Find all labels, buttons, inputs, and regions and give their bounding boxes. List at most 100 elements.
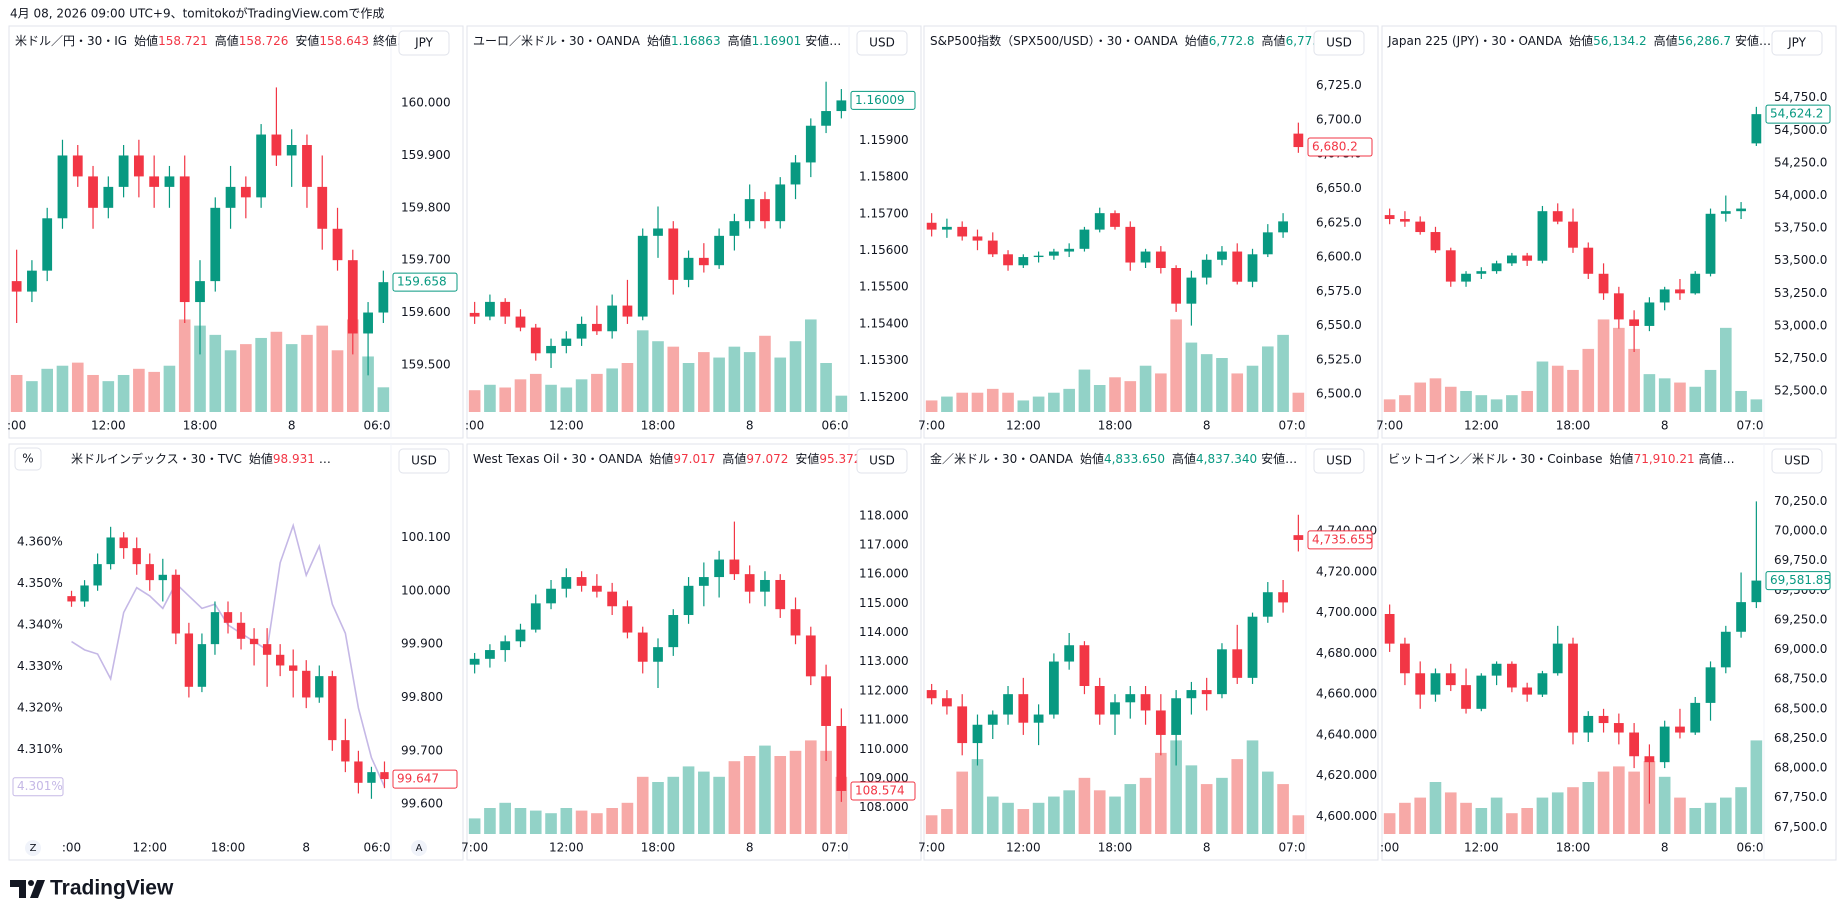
- candle-body: [1690, 702, 1701, 733]
- x-tick-label: 12:00: [1464, 841, 1499, 855]
- volume-bar: [331, 350, 344, 412]
- candle-body: [469, 658, 480, 665]
- currency-button[interactable]: [1313, 30, 1365, 56]
- candle-body: [1048, 251, 1059, 256]
- volume-bar: [621, 802, 634, 834]
- candle-body: [1568, 221, 1578, 248]
- volume-bar: [1063, 790, 1075, 834]
- volume-bar: [346, 319, 359, 412]
- chart-panel: 7:00 12:00 18:00 8 07:0108.000109.000110.000…: [461, 443, 922, 861]
- candle-body: [1629, 319, 1640, 326]
- candle-body: [1003, 694, 1013, 715]
- volume-bar: [1460, 802, 1472, 834]
- candle-body: [289, 665, 298, 671]
- y-tick-label: 67,750.0: [1774, 790, 1827, 804]
- candle-body: [210, 207, 221, 282]
- chart-panel: 7:00 12:00 18:00 8 07:0 52,500.0 52,750.0 53,00…: [1376, 25, 1837, 439]
- y-tick-label: 53,750.0: [1774, 221, 1827, 235]
- currency-label[interactable]: JPY: [414, 36, 434, 50]
- stat-value: 71,910.21: [1634, 452, 1695, 466]
- currency-label[interactable]: USD: [1326, 454, 1352, 468]
- candle-body: [1079, 645, 1090, 687]
- y-tick-label: 54,500.0: [1774, 123, 1827, 137]
- scale-button-label[interactable]: A: [416, 843, 423, 854]
- candle-body: [836, 725, 847, 791]
- candle-body: [1659, 289, 1670, 303]
- volume-bar: [682, 766, 695, 834]
- candle-body: [1430, 232, 1441, 251]
- volume-bar: [1735, 787, 1747, 834]
- candle-body: [1033, 714, 1044, 723]
- volume-bar: [1032, 802, 1045, 834]
- candle-body: [249, 638, 259, 645]
- x-tick-label: 07:0: [822, 841, 849, 855]
- candle-body: [515, 629, 526, 642]
- scale-button[interactable]: [411, 840, 427, 856]
- brand-name[interactable]: TradingView: [50, 877, 174, 900]
- currency-label[interactable]: USD: [1784, 454, 1810, 468]
- currency-button[interactable]: [1313, 448, 1365, 474]
- unit-button[interactable]: [14, 447, 42, 471]
- currency-button[interactable]: [856, 448, 908, 474]
- candle-body: [760, 579, 770, 592]
- currency-label[interactable]: JPY: [1787, 36, 1807, 50]
- candle-body: [1568, 643, 1578, 733]
- volume-bar: [1216, 777, 1228, 834]
- volume-bar: [1155, 373, 1167, 412]
- candle-body: [668, 615, 679, 648]
- volume-bar: [1032, 396, 1045, 412]
- currency-button[interactable]: [1771, 30, 1823, 56]
- currency-label[interactable]: USD: [411, 454, 437, 468]
- volume-bar: [1643, 374, 1656, 412]
- stat-label: 始値: [134, 33, 158, 48]
- price-tag-label: 4,735.655: [1312, 532, 1373, 546]
- y-tick-label: 100.100: [401, 530, 451, 544]
- chart-panel: :00 12:00 18:00 8 06:0 1.15200 1.15300 1.15400 1…: [465, 25, 922, 439]
- candle-body: [1461, 273, 1471, 282]
- volume-bar: [652, 341, 664, 412]
- volume-bar: [1750, 740, 1763, 834]
- legend-more: 高値…: [1699, 451, 1735, 466]
- currency-button[interactable]: [398, 30, 450, 56]
- currency-button[interactable]: [856, 30, 908, 56]
- currency-button[interactable]: [1771, 448, 1823, 474]
- candle-body: [591, 323, 602, 332]
- scale-button[interactable]: [25, 840, 41, 856]
- volume-bar: [1429, 378, 1442, 412]
- x-tick-label: 7:00: [1376, 419, 1403, 433]
- unit-button-label[interactable]: %: [22, 452, 33, 466]
- stat-label: 高値: [215, 33, 239, 48]
- volume-bar: [591, 813, 603, 834]
- candle-body: [1201, 259, 1212, 278]
- volume-bar: [1399, 802, 1411, 834]
- currency-label[interactable]: USD: [869, 454, 895, 468]
- stat-label: 始値: [649, 451, 673, 466]
- currency-label[interactable]: USD: [869, 36, 895, 50]
- y-tick-label: 1.15600: [859, 243, 909, 257]
- currency-label[interactable]: USD: [1326, 36, 1352, 50]
- volume-bar: [698, 352, 710, 412]
- volume-bar: [1551, 792, 1564, 834]
- volume-bar: [1048, 392, 1060, 412]
- chart-legend: West Texas Oil・30・OANDA 始値97.017 高値97.072 安…: [473, 451, 877, 466]
- candle-body: [1186, 690, 1197, 699]
- volume-bar: [1277, 784, 1289, 834]
- candle-body: [1262, 232, 1273, 255]
- currency-button[interactable]: [398, 448, 450, 474]
- scale-button-label[interactable]: Z: [30, 843, 37, 854]
- candle-body: [622, 305, 633, 317]
- candle-body: [1201, 690, 1212, 695]
- volume-bar: [1674, 797, 1686, 834]
- candle-body: [1400, 643, 1410, 674]
- candle-body: [1247, 254, 1258, 282]
- volume-bar: [835, 395, 848, 412]
- candle-body: [184, 633, 194, 687]
- candle-body: [668, 228, 679, 280]
- volume-bar: [667, 346, 680, 412]
- candle-body: [500, 301, 511, 317]
- volume-bar: [1521, 808, 1533, 834]
- volume-bar: [1200, 354, 1213, 412]
- candle-body: [515, 316, 526, 328]
- volume-bar: [1597, 771, 1610, 834]
- volume-bar: [499, 802, 512, 834]
